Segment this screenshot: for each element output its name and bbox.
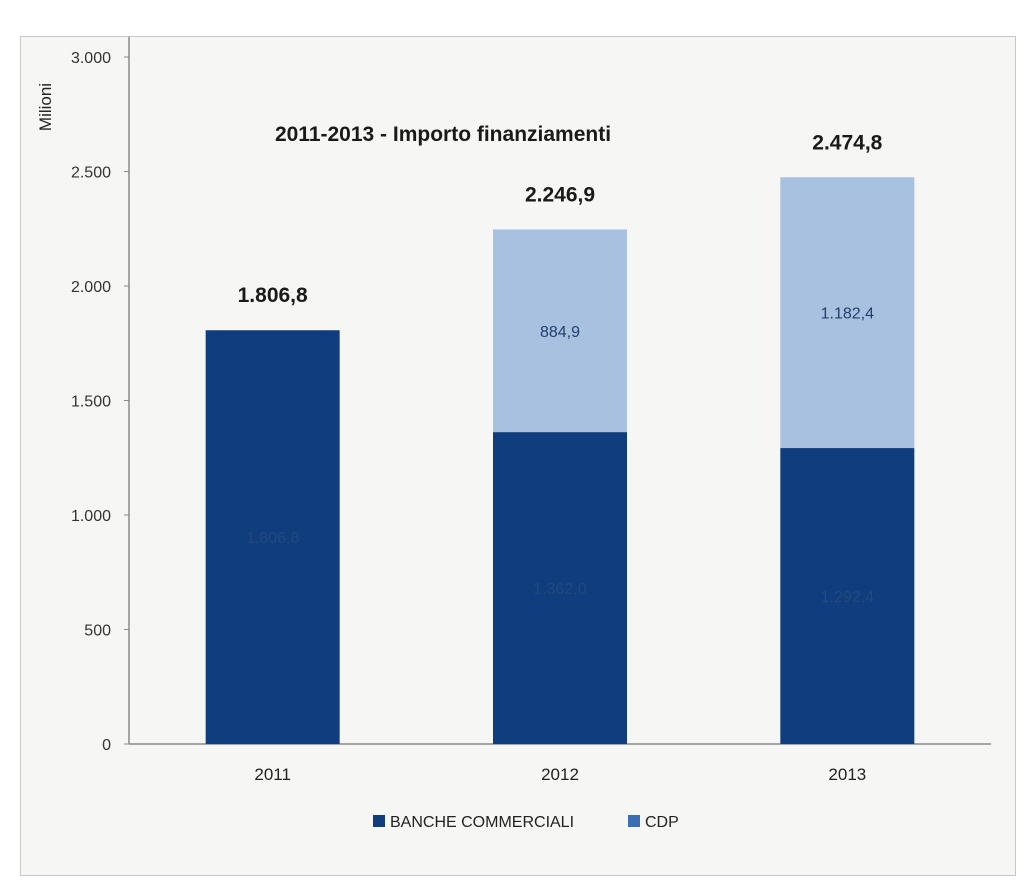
y-tick-label: 1.000	[71, 508, 111, 525]
total-label: 2.474,8	[812, 131, 882, 154]
data-label: 1.362,0	[533, 581, 586, 598]
legend-swatch	[373, 815, 385, 827]
data-label: 1.292,4	[821, 589, 874, 606]
y-axis-ticks: 0 500 1.000 1.500 2.000 2.500 3.000	[71, 50, 129, 754]
total-label: 1.806,8	[238, 284, 308, 307]
bar-banche-commerciali-2013	[780, 448, 915, 744]
y-tick-label: 1.500	[71, 394, 111, 411]
x-tick-label: 2013	[828, 765, 866, 784]
y-tick-label: 2.500	[71, 165, 111, 182]
x-axis-ticks: 2011 2012 2013	[254, 765, 866, 784]
legend-swatch	[628, 815, 640, 827]
chart-title: 2011-2013 - Importo finanziamenti	[275, 123, 611, 146]
legend-label: BANCHE COMMERCIALI	[390, 814, 574, 831]
chart-frame: 0 500 1.000 1.500 2.000 2.500 3.000 1.806,8 1.8…	[20, 36, 1016, 876]
legend: BANCHE COMMERCIALI CDP	[373, 814, 679, 831]
data-label: 1.806,8	[246, 530, 299, 547]
y-axis-label: Milioni	[36, 83, 55, 131]
legend-label: CDP	[645, 814, 679, 831]
bar-banche-commerciali-2012	[493, 432, 627, 744]
y-tick-label: 0	[102, 737, 111, 754]
y-tick-label: 3.000	[71, 50, 111, 67]
data-label: 1.182,4	[821, 306, 874, 323]
x-tick-label: 2011	[254, 765, 291, 784]
data-label: 884,9	[540, 324, 580, 341]
bar-cdp-2013	[780, 177, 915, 449]
bar-cdp-2012	[493, 229, 627, 433]
y-tick-label: 2.000	[71, 279, 111, 296]
bar-banche-commerciali-2011	[205, 330, 340, 744]
y-tick-label: 500	[84, 623, 111, 640]
total-label: 2.246,9	[525, 183, 595, 206]
bars: 1.806,8 1.806,8 1.362,0 884,9 2.246,9 1.292,4…	[205, 131, 915, 744]
x-tick-label: 2012	[541, 765, 579, 784]
